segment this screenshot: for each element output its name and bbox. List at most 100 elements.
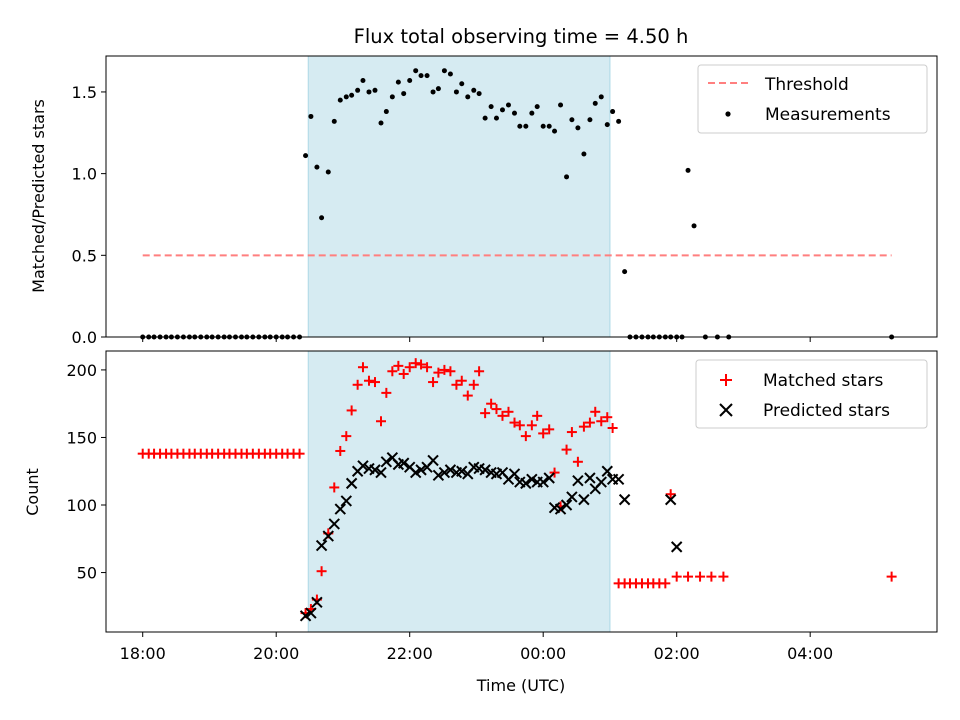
measurement-point xyxy=(349,92,355,98)
matched-star-point xyxy=(404,362,415,373)
matched-star-point xyxy=(456,375,467,386)
measurement-point xyxy=(558,102,564,108)
x-tick-label: 20:00 xyxy=(253,644,299,663)
matched-legend-swatch xyxy=(720,374,732,386)
y-tick-label: 0.5 xyxy=(72,246,97,265)
y-tick-label: 200 xyxy=(66,361,97,380)
matched-star-point xyxy=(491,404,502,415)
measurement-point xyxy=(355,87,361,93)
measurement-point xyxy=(459,81,465,87)
predicted-star-point xyxy=(520,477,532,490)
matched-star-point xyxy=(549,467,560,478)
observing-window-span xyxy=(307,55,611,338)
top-chart-title: Flux total observing time = 4.50 h xyxy=(354,25,689,48)
measurement-point xyxy=(343,94,349,100)
measurement-point xyxy=(523,123,529,129)
matched-star-point xyxy=(538,428,549,439)
x-tick-label: 18:00 xyxy=(120,644,166,663)
measurement-point xyxy=(505,102,511,108)
top-legend-label-threshold: Threshold xyxy=(764,75,849,95)
measurement-point xyxy=(488,104,494,110)
y-tick-label: 100 xyxy=(66,496,97,515)
predicted-star-point xyxy=(595,476,607,488)
predicted-star-point xyxy=(334,503,346,515)
matched-star-point xyxy=(660,578,671,589)
matched-star-point xyxy=(341,431,352,442)
predicted-star-point xyxy=(479,464,491,476)
matched-star-point xyxy=(584,417,595,428)
predicted-star-point xyxy=(664,493,677,506)
bottom-star-points xyxy=(137,358,897,622)
matched-star-point xyxy=(316,566,327,577)
bottom-observing-window xyxy=(307,350,611,633)
measurement-point xyxy=(517,123,523,129)
x-tick-label: 00:00 xyxy=(520,644,566,663)
top-observing-window xyxy=(307,55,611,338)
predicted-star-point xyxy=(345,477,358,490)
measurement-point xyxy=(511,110,517,116)
measurement-point xyxy=(401,91,407,97)
predicted-star-point xyxy=(375,466,387,479)
measurement-point xyxy=(395,79,401,85)
measurement-point xyxy=(383,109,389,115)
matched-star-point xyxy=(486,398,497,409)
measurement-point xyxy=(592,100,598,106)
matched-star-point xyxy=(665,489,676,500)
predicted-star-point xyxy=(438,466,451,479)
matched-star-point xyxy=(439,364,450,375)
measurement-point xyxy=(616,118,622,124)
matched-star-point xyxy=(526,420,537,431)
predicted-legend-swatch xyxy=(719,403,733,417)
predicted-star-point xyxy=(427,454,439,467)
x-axis-label: Time (UTC) xyxy=(476,676,565,695)
matched-star-point xyxy=(514,420,525,431)
observing-window-span xyxy=(307,350,611,633)
measurement-point xyxy=(685,167,691,173)
predicted-star-point xyxy=(572,474,584,487)
matched-star-point xyxy=(422,362,433,373)
matched-star-point xyxy=(607,423,618,434)
predicted-star-point xyxy=(612,473,625,486)
matched-star-point xyxy=(503,406,514,417)
measurement-point xyxy=(413,68,419,74)
measurement-point xyxy=(604,122,610,128)
matched-star-point xyxy=(433,367,444,378)
predicted-star-point xyxy=(311,596,323,608)
predicted-star-point xyxy=(340,495,352,507)
matched-star-point xyxy=(363,375,374,386)
matched-star-point xyxy=(393,360,404,371)
bottom-legend-box xyxy=(695,359,928,429)
matched-star-point xyxy=(596,416,607,427)
matched-star-point xyxy=(474,366,485,377)
predicted-star-point xyxy=(369,464,381,476)
predicted-star-point xyxy=(305,607,317,619)
matched-star-point xyxy=(561,444,572,455)
matched-star-point xyxy=(695,571,706,582)
matched-star-point xyxy=(335,445,346,456)
matched-star-point xyxy=(566,427,577,438)
measurement-point xyxy=(598,94,604,100)
matched-star-point xyxy=(294,448,305,459)
y-tick-label: 1.0 xyxy=(72,165,97,184)
matched-star-point xyxy=(671,571,682,582)
predicted-star-point xyxy=(584,472,596,484)
measurement-point xyxy=(424,73,430,79)
matched-star-point xyxy=(520,431,531,442)
measurement-point xyxy=(569,117,575,123)
matched-star-point xyxy=(468,379,479,390)
bottom-x-axis: 18:00 20:00 22:00 00:00 02:00 04:00 xyxy=(120,632,833,663)
measurement-point xyxy=(418,73,424,79)
predicted-star-point xyxy=(397,457,410,469)
matched-star-point xyxy=(509,417,520,428)
measurement-point xyxy=(610,109,616,115)
predicted-star-point xyxy=(537,476,549,488)
measurement-point xyxy=(314,164,320,170)
measurement-point xyxy=(360,78,366,84)
measurement-point xyxy=(441,68,447,74)
predicted-star-point xyxy=(618,493,631,506)
measurement-point xyxy=(691,223,697,229)
measurement-point xyxy=(564,174,570,180)
predicted-star-point xyxy=(357,460,369,472)
predicted-star-point xyxy=(554,503,567,515)
